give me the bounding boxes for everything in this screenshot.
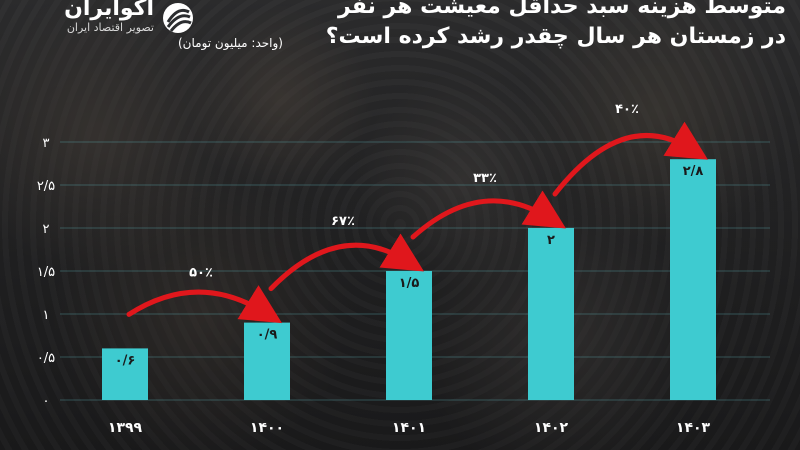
x-tick-label: ۱۴۰۰ [250,420,284,436]
growth-arrow [126,285,283,324]
swirl-logo-icon [163,3,193,33]
brand-name: اکوایران [64,0,154,21]
x-tick-label: ۱۴۰۱ [392,420,426,436]
brand-tagline: تصویر اقتصاد ایران [66,21,154,34]
y-tick-label: ۰ [43,394,50,409]
growth-label: ۴۰٪ [615,102,639,117]
header: اکوایران تصویر اقتصاد ایران متوسط هزینه … [0,0,800,60]
bar-value-label: ۱/۵ [399,276,420,291]
y-tick-label: ۰/۵ [37,351,55,366]
bar-value-label: ۲ [547,233,555,248]
y-tick-label: ۲ [43,222,50,237]
brand-logo: اکوایران تصویر اقتصاد ایران [14,0,194,40]
chart-subtitle: در زمستان هر سال چقدر رشد کرده است؟ [325,24,786,49]
x-tick-label: ۱۴۰۲ [534,420,569,436]
y-tick-label: ۱ [43,308,50,323]
bar [528,228,574,400]
y-tick-label: ۳ [43,136,50,151]
y-tick-label: ۲/۵ [37,179,55,194]
bar-value-label: ۰/۹ [257,328,278,343]
chart-title: متوسط هزینه سبد حداقل معیشت هر نفر [338,0,786,19]
growth-label: ۶۷٪ [331,214,355,229]
growth-label: ۵۰٪ [189,266,213,281]
growth-arrow [552,121,709,197]
bar [670,159,716,400]
bar-value-label: ۰/۶ [115,353,136,368]
growth-arrow [268,233,425,292]
x-tick-label: ۱۳۹۹ [108,420,143,436]
growth-arrow [410,190,567,240]
bar [102,348,148,400]
growth-label: ۳۳٪ [473,171,497,186]
bar [244,322,290,400]
x-tick-label: ۱۴۰۳ [676,420,711,436]
bar-value-label: ۲/۸ [683,164,704,179]
bar [386,271,432,400]
y-tick-label: ۱/۵ [37,265,55,280]
unit-label: (واحد: میلیون تومان) [178,36,283,50]
